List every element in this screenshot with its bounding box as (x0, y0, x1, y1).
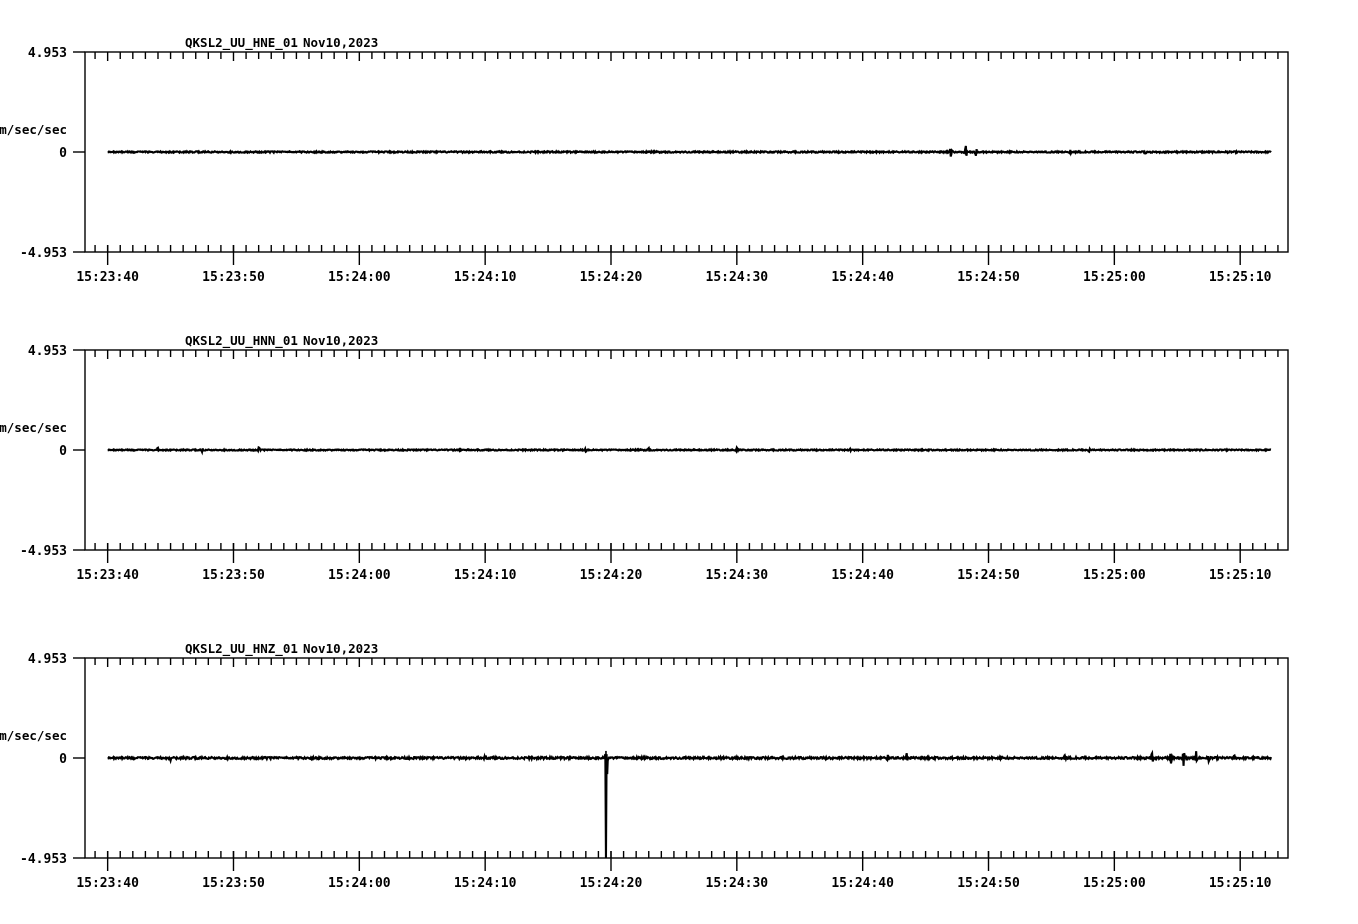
waveform-trace (107, 749, 1273, 859)
trace-title-channel: QKSL2_UU_HNZ_01 (185, 641, 298, 657)
waveform-plot-panel-hnz: 15:23:40 15:23:50 15:24:00 15:24:10 15:24:20… (0, 641, 1289, 891)
y-tick-label: 4.953 (28, 46, 67, 61)
x-tick-label: 15:24:50 (957, 876, 1020, 891)
x-tick-label: 15:24:30 (706, 568, 769, 583)
waveform-plot-panel-hnn: 15:23:40 15:23:50 15:24:00 15:24:10 15:24:20… (0, 333, 1289, 583)
x-tick-label: 15:24:30 (706, 876, 769, 891)
y-tick-label: 0 (59, 444, 67, 459)
x-tick-label: 15:23:40 (76, 270, 139, 285)
x-tick-label: 15:23:50 (202, 876, 265, 891)
x-tick-label: 15:24:40 (831, 568, 894, 583)
x-tick-label: 15:24:20 (580, 568, 643, 583)
x-tick-label: 15:24:20 (580, 876, 643, 891)
x-tick-label: 15:24:40 (831, 270, 894, 285)
x-tick-label: 15:23:50 (202, 568, 265, 583)
waveform-panel-hnz[interactable]: 15:23:40 15:23:50 15:24:00 15:24:10 15:24:20… (0, 606, 1358, 896)
waveform-trace (107, 145, 1272, 157)
trace-title-channel: QKSL2_UU_HNE_01 (185, 35, 298, 51)
waveform-panel-hnn[interactable]: 15:23:40 15:23:50 15:24:00 15:24:10 15:24:20… (0, 298, 1358, 588)
x-tick-label: 15:25:00 (1083, 568, 1146, 583)
x-tick-label: 15:25:10 (1209, 270, 1272, 285)
x-tick-label: 15:24:50 (957, 270, 1020, 285)
y-axis-units-label: cm/sec/sec (0, 728, 67, 743)
x-tick-label: 15:24:00 (328, 876, 391, 891)
y-tick-label: 0 (59, 146, 67, 161)
x-tick-label: 15:24:00 (328, 270, 391, 285)
trace-title-date: Nov10,2023 (303, 641, 378, 656)
y-tick-label: -4.953 (20, 852, 67, 867)
x-tick-label: 15:24:30 (706, 270, 769, 285)
y-tick-label: -4.953 (20, 246, 67, 261)
y-tick-label: 4.953 (28, 344, 67, 359)
trace-title-date: Nov10,2023 (303, 35, 378, 50)
x-tick-label: 15:24:10 (454, 270, 517, 285)
x-tick-label: 15:25:00 (1083, 876, 1146, 891)
x-tick-label: 15:25:10 (1209, 876, 1272, 891)
x-tick-label: 15:24:00 (328, 568, 391, 583)
y-axis-units-label: cm/sec/sec (0, 420, 67, 435)
y-axis-units-label: cm/sec/sec (0, 122, 67, 137)
x-tick-label: 15:24:40 (831, 876, 894, 891)
waveform-panel-hne[interactable]: 15:23:40 15:23:50 15:24:00 15:24:10 15:24:20… (0, 0, 1358, 290)
x-tick-label: 15:24:20 (580, 270, 643, 285)
trace-title-channel: QKSL2_UU_HNN_01 (185, 333, 298, 349)
x-tick-label: 15:24:10 (454, 568, 517, 583)
x-tick-label: 15:24:50 (957, 568, 1020, 583)
waveform-trace (107, 444, 1272, 456)
x-tick-label: 15:23:40 (76, 876, 139, 891)
x-tick-label: 15:23:50 (202, 270, 265, 285)
x-tick-label: 15:24:10 (454, 876, 517, 891)
x-tick-label: 15:23:40 (76, 568, 139, 583)
trace-title-date: Nov10,2023 (303, 333, 378, 348)
y-tick-label: -4.953 (20, 544, 67, 559)
x-tick-label: 15:25:00 (1083, 270, 1146, 285)
y-tick-label: 4.953 (28, 652, 67, 667)
x-tick-label: 15:25:10 (1209, 568, 1272, 583)
waveform-plot-panel-hne: 15:23:40 15:23:50 15:24:00 15:24:10 15:24:20… (0, 35, 1289, 285)
y-tick-label: 0 (59, 752, 67, 767)
